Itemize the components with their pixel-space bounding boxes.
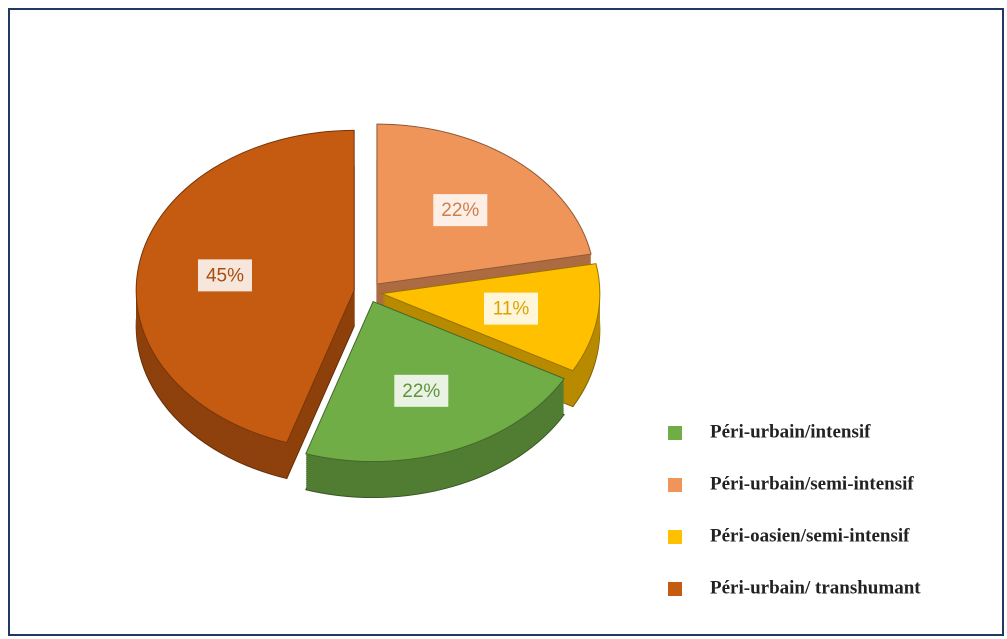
legend-label: Péri-urbain/semi-intensif	[710, 473, 914, 494]
label-box	[484, 292, 539, 325]
data-label: 11%	[493, 299, 530, 320]
legend-label: Péri-urbain/intensif	[710, 421, 871, 442]
legend-swatch	[668, 478, 682, 492]
legend-swatch	[668, 426, 682, 440]
data-label: 22%	[441, 200, 479, 221]
data-label: 45%	[206, 265, 244, 286]
legend-label: Péri-oasien/semi-intensif	[710, 525, 910, 546]
legend-swatch	[668, 530, 682, 544]
label-box	[433, 194, 488, 227]
label-box	[197, 259, 252, 292]
data-label: 22%	[402, 381, 440, 402]
label-box	[394, 374, 449, 407]
legend-swatch	[668, 582, 682, 596]
legend-label: Péri-urbain/ transhumant	[710, 577, 921, 598]
